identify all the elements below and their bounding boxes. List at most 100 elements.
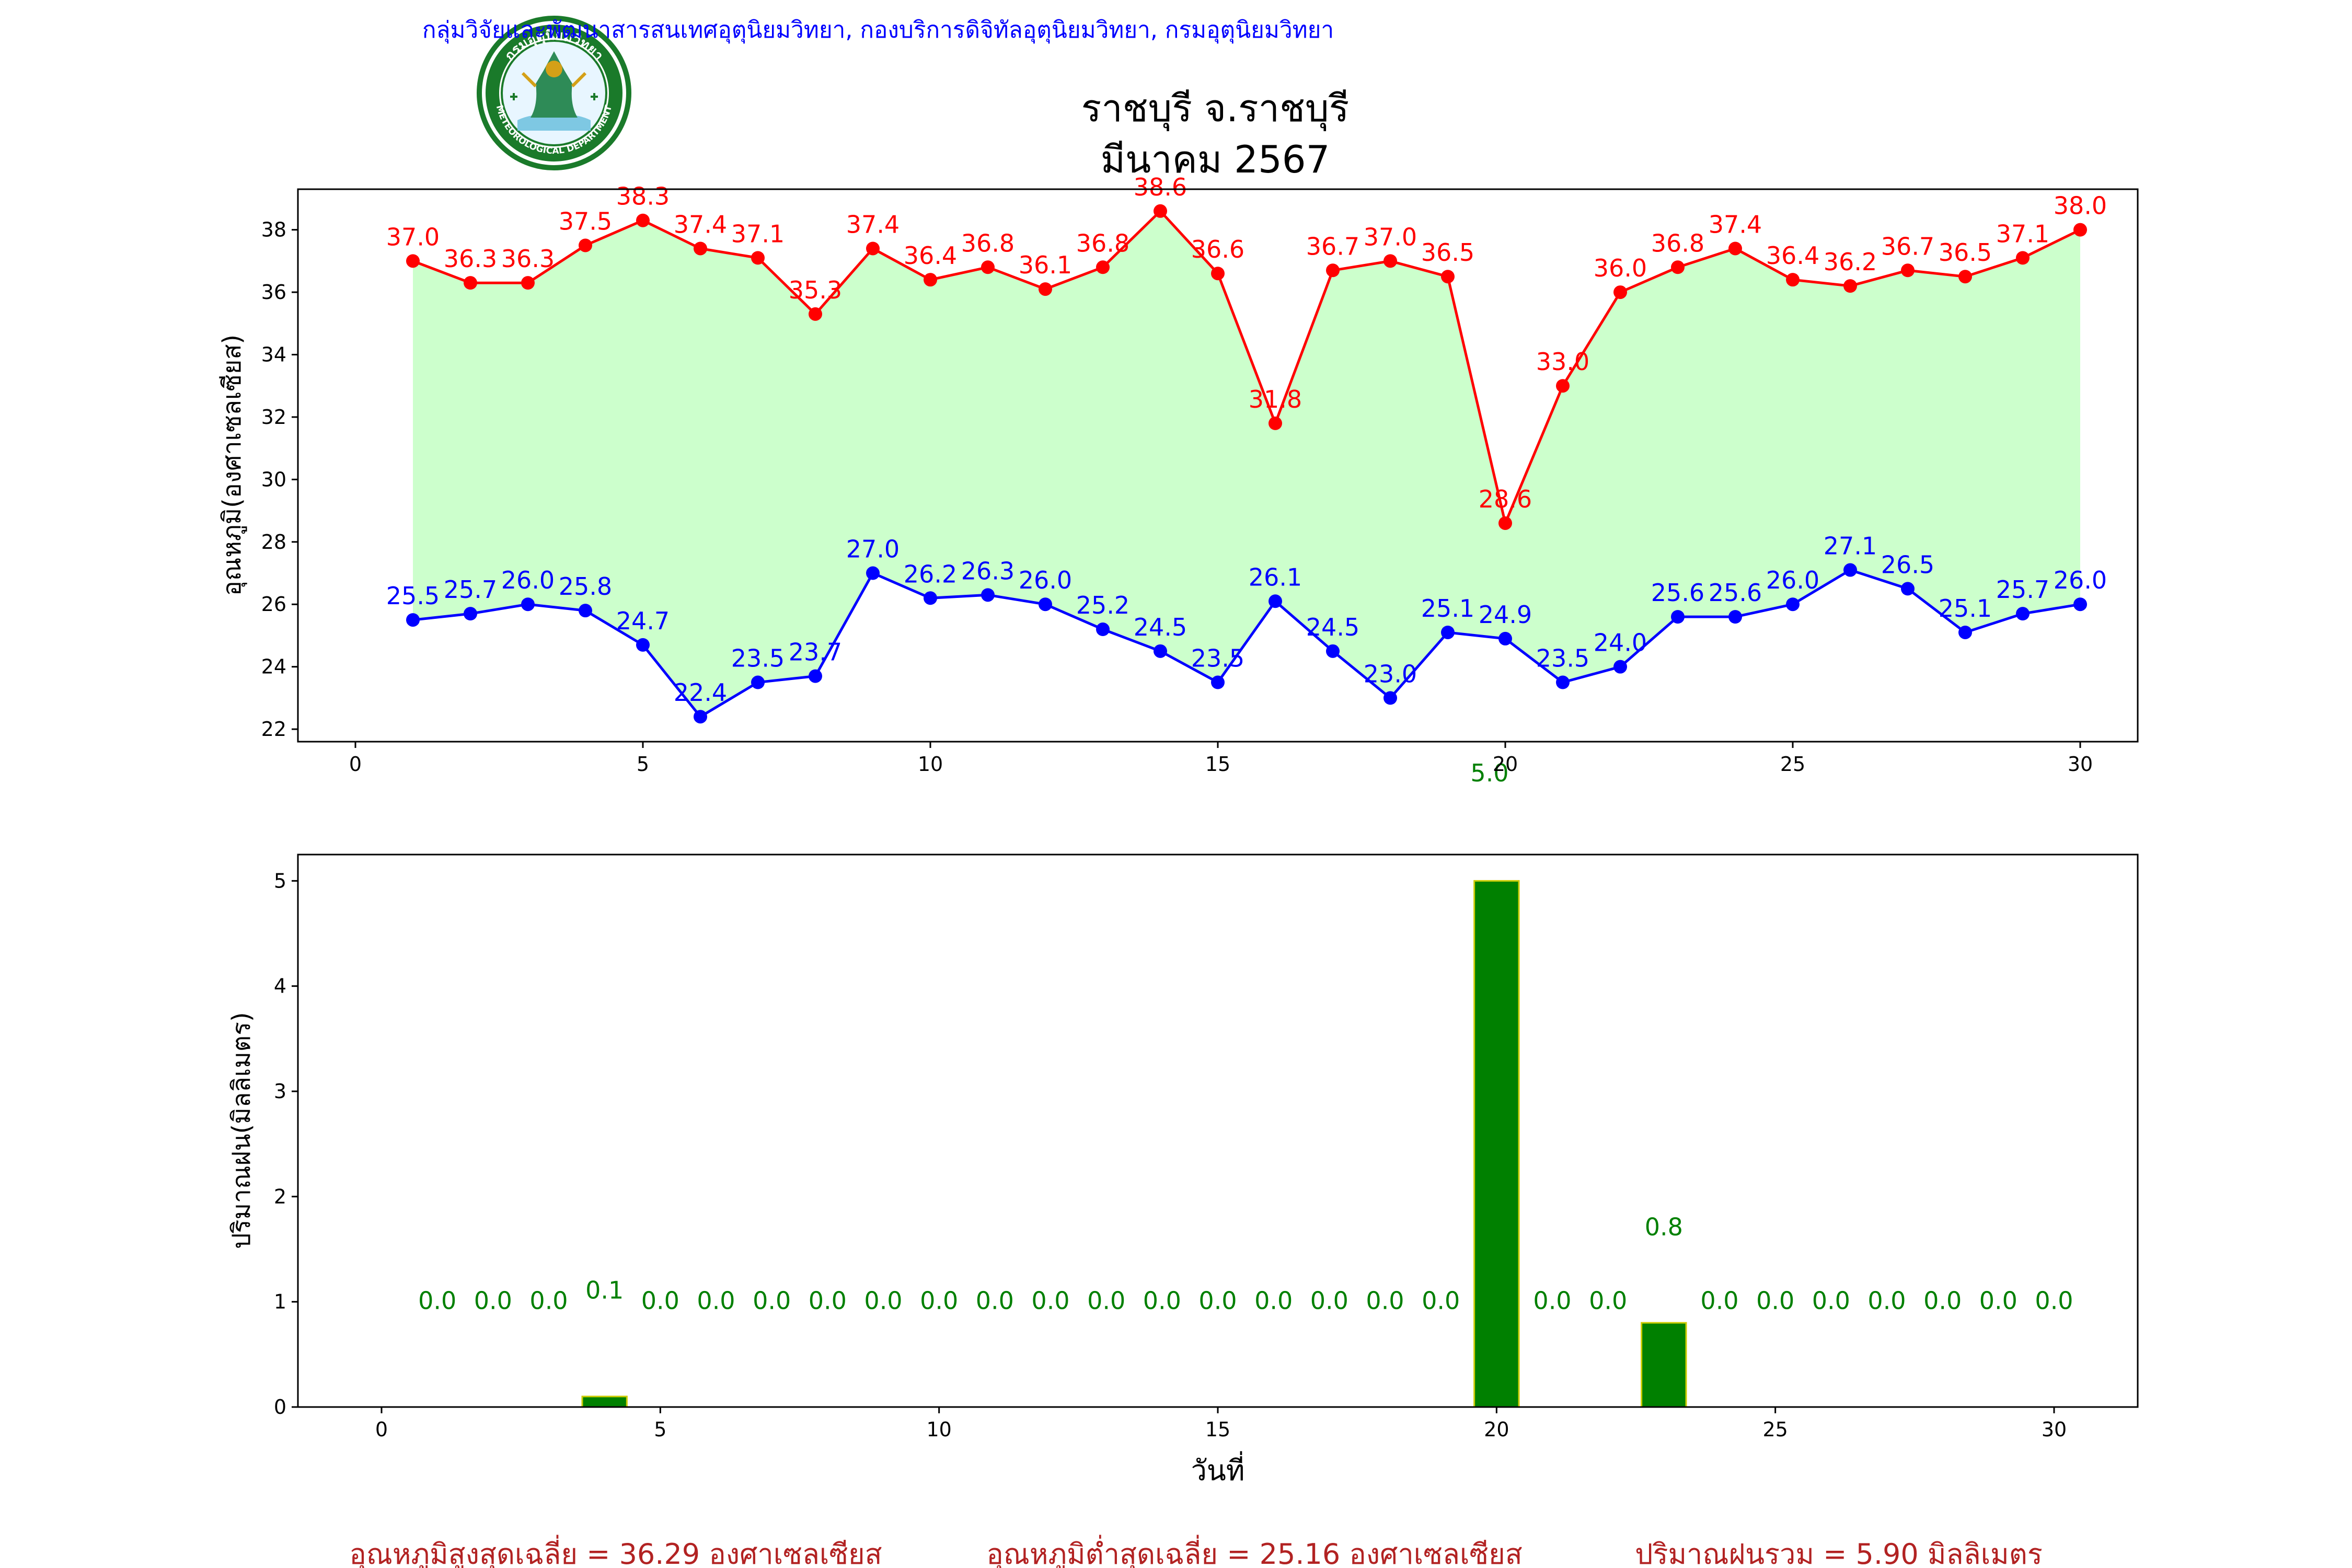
min-temperature-point: [1326, 644, 1340, 658]
max-temperature-point: [981, 260, 995, 274]
min-temperature-value-label: 25.6: [1651, 579, 1704, 607]
max-temperature-point: [1269, 416, 1282, 430]
temperature-chart: 37.036.3 36.337.538.337.4 37.135.337.436.4…: [217, 173, 2139, 787]
max-temperature-value-label: 38.0: [2054, 192, 2107, 220]
min-temperature-point: [1211, 675, 1225, 689]
logo-deity-head: [546, 61, 562, 77]
min-temperature-value-label: 22.4: [674, 678, 727, 707]
max-temperature-value-label: 36.6: [1191, 235, 1244, 263]
min-temperature-point: [521, 597, 535, 612]
max-temperature-line: [412, 209, 2081, 528]
min-temperature-point: [1901, 582, 1915, 596]
max-temperature-value-label: 38.3: [616, 182, 670, 211]
temperature-y-tick-label: 28: [261, 531, 286, 554]
min-temperature-value-label: 24.0: [1594, 629, 1647, 657]
max-temperature-value-label: 36.2: [1824, 248, 1877, 276]
max-temperature-value-label: 37.1: [1996, 220, 2049, 248]
temperature-x-tick-label: 15: [1205, 753, 1230, 776]
max-temperature-point: [1498, 516, 1512, 530]
rainfall-x-tick-label: 30: [2042, 1418, 2067, 1441]
max-temperature-point: [1671, 260, 1685, 274]
rainfall-bar: [581, 1396, 628, 1408]
max-temperature-point: [866, 241, 880, 256]
rainfall-y-tick-label: 3: [274, 1080, 286, 1103]
rainfall-bar: [1641, 1322, 1687, 1408]
max-temperature-value-label: 36.0: [1594, 254, 1647, 282]
min-temperature-value-label: 23.5: [731, 644, 785, 673]
rainfall-x-axis-label: วันที่: [1191, 1451, 1245, 1487]
rainfall-value-label: 0.0: [418, 1287, 456, 1315]
rainfall-value-label: 0.0: [641, 1287, 679, 1315]
max-temperature-point: [924, 273, 937, 287]
average-min-temperature: อุณหภูมิต่ำสุดเฉลี่ย = 25.16 องศาเซลเซีย…: [986, 1535, 1522, 1568]
max-temperature-point: [1039, 282, 1052, 296]
rainfall-y-tick-label: 5: [274, 869, 286, 892]
min-temperature-point: [636, 638, 650, 652]
min-temperature-value-label: 25.7: [444, 575, 497, 604]
max-temperature-point: [1383, 254, 1397, 268]
temperature-y-tick-label: 26: [261, 593, 286, 616]
min-temperature-point: [1269, 594, 1282, 608]
max-temperature-point: [1096, 260, 1110, 274]
rainfall-value-label: 0.0: [1923, 1287, 1962, 1315]
station-title: ราชบุรี จ.ราชบุรี: [1081, 86, 1350, 131]
min-temperature-value-label: 25.1: [1939, 594, 1992, 622]
rainfall-value-label: 0.0: [1031, 1287, 1069, 1315]
temperature-x-tick-label: 25: [1780, 753, 1805, 776]
min-temperature-value-label: 24.7: [616, 607, 670, 635]
min-temperature-point: [2073, 597, 2087, 612]
rainfall-value-label: 0.0: [1310, 1287, 1348, 1315]
min-temperature-point: [579, 604, 592, 618]
max-temperature-point: [1843, 279, 1857, 293]
temperature-x-tick-label: 10: [918, 753, 943, 776]
max-temperature-point: [1728, 241, 1742, 256]
temperature-y-tick-label: 30: [261, 468, 286, 491]
rainfall-value-label: 0.0: [1756, 1287, 1794, 1315]
rainfall-value-label: 0.0: [809, 1287, 847, 1315]
logo-star-marks: [510, 93, 598, 100]
rainfall-y-tick-label: 1: [274, 1290, 286, 1313]
min-temperature-value-label: 26.1: [1249, 563, 1302, 591]
max-temperature-point: [521, 276, 535, 290]
max-temperature-value-label: 31.8: [1249, 385, 1302, 413]
rainfall-value-label: 0.0: [697, 1287, 735, 1315]
min-temperature-value-label: 25.8: [559, 572, 612, 601]
rainfall-value-label: 0.0: [529, 1287, 568, 1315]
max-temperature-value-label: 36.4: [1766, 241, 1819, 270]
min-temperature-value-label: 26.0: [501, 566, 555, 594]
max-temperature-point: [1211, 267, 1225, 281]
rainfall-value-label: 0.0: [2035, 1287, 2073, 1315]
min-temperature-point: [406, 613, 420, 627]
max-temperature-value-label: 36.5: [1939, 238, 1992, 267]
max-temperature-point: [694, 241, 707, 256]
min-temperature-point: [1441, 625, 1455, 639]
logo-arms-shape: [521, 72, 587, 88]
min-temperature-point: [1096, 622, 1110, 637]
temperature-range-fill: [413, 211, 2080, 717]
max-temperature-point: [579, 238, 592, 252]
temperature-y-axis-label: อุณหภูมิ(องศาเซลเซียส): [217, 335, 247, 596]
max-temperature-value-label: 37.4: [674, 210, 727, 238]
rainfall-y-axis-label: ปริมาณฝน(มิลลิเมตร): [227, 1012, 256, 1249]
max-temperature-point: [464, 276, 477, 290]
rainfall-value-label: 0.8: [1645, 1213, 1683, 1241]
rainfall-y-tick-label: 0: [274, 1396, 286, 1419]
max-temperature-value-label: 37.4: [846, 210, 900, 238]
max-temperature-point: [2016, 251, 2030, 265]
rainfall-value-label: 0.0: [1254, 1287, 1293, 1315]
max-temperature-value-label: 36.7: [1881, 232, 1934, 260]
min-temperature-point: [1039, 597, 1052, 612]
logo-deity-figure: [531, 51, 578, 118]
max-temperature-point: [1326, 263, 1340, 278]
max-temperature-value-label: 36.7: [1306, 232, 1359, 260]
min-temperature-point: [1958, 625, 1972, 639]
max-temperature-value-label: 37.0: [1364, 223, 1417, 251]
min-temperature-point: [1556, 675, 1570, 689]
min-temperature-line: [412, 568, 2081, 719]
meteorological-department-logo: กรมอุตุนิยมวิทยา METEOROLOGICAL DEPARTME…: [477, 16, 631, 170]
max-temperature-value-label: 38.6: [1134, 173, 1187, 201]
temperature-x-tick-label: 0: [349, 753, 362, 776]
temperature-y-tick-label: 34: [261, 343, 286, 366]
min-temperature-value-label: 25.1: [1421, 594, 1474, 622]
min-temperature-value-label: 25.6: [1709, 579, 1762, 607]
